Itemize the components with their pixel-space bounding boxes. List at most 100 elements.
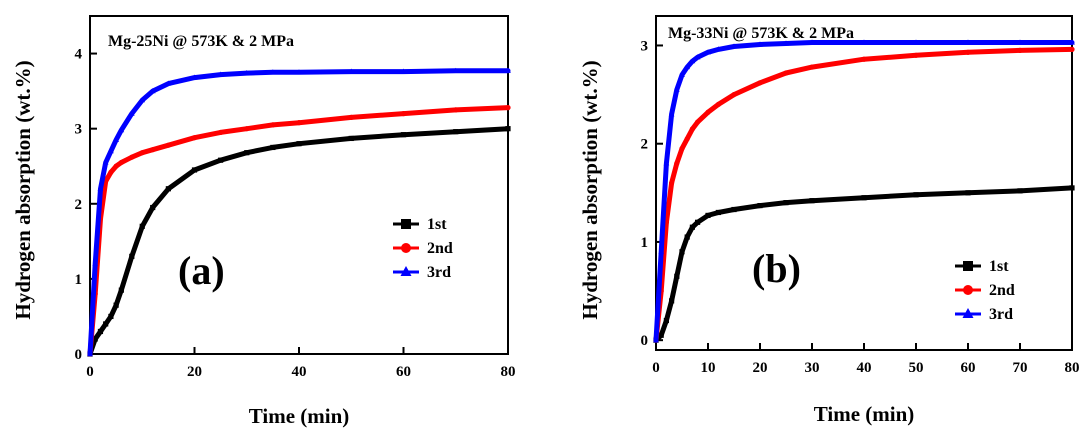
data-point-2nd (965, 49, 971, 55)
data-point-1st (244, 150, 250, 156)
x-tick-label: 60 (961, 360, 976, 376)
data-point-3rd (1017, 39, 1023, 45)
chart-a-x-axis-title: Time (min) (249, 404, 350, 428)
data-point-1st (783, 200, 789, 206)
data-point-1st (731, 206, 737, 213)
chart-a-y-axis-title: Hydrogen absorption (wt.%) (11, 60, 35, 319)
x-tick-label: 80 (501, 364, 516, 380)
data-point-3rd (217, 71, 224, 77)
chart-b-y-axis-title: Hydrogen absorption (wt.%) (578, 60, 602, 319)
y-tick-label: 0 (75, 347, 83, 363)
data-point-2nd (913, 52, 919, 58)
legend-item-3rd: 3rd (393, 264, 451, 281)
x-tick-label: 0 (86, 364, 94, 380)
data-point-2nd (165, 142, 171, 148)
data-point-1st (92, 336, 98, 342)
data-point-1st (669, 298, 675, 304)
chart-a-legend: 1st 2nd 3rd (393, 216, 453, 281)
data-point-2nd (689, 126, 696, 132)
data-point-2nd (861, 56, 867, 62)
data-point-1st (129, 253, 135, 259)
data-point-3rd (705, 49, 711, 55)
legend-marker-1st (401, 219, 411, 229)
chart-a-panel-label: (a) (178, 248, 225, 293)
data-point-3rd (653, 337, 659, 343)
chart-b-legend: 1st 2nd 3rd (955, 258, 1015, 323)
data-point-3rd (128, 110, 135, 116)
legend-marker-3rd (962, 308, 974, 318)
data-point-1st (113, 302, 119, 308)
data-point-2nd (783, 70, 789, 76)
data-point-3rd (118, 127, 125, 133)
data-point-1st (139, 223, 145, 229)
chart-b-title: Mg-33Ni @ 573K & 2 MPa (668, 25, 854, 42)
data-point-1st (684, 234, 690, 240)
data-point-1st (695, 219, 701, 225)
data-point-3rd (861, 39, 867, 45)
legend-label: 3rd (427, 264, 451, 281)
data-point-1st (97, 328, 104, 335)
legend-item-3rd: 3rd (955, 306, 1013, 323)
legend-label: 2nd (427, 240, 453, 257)
data-point-3rd (684, 63, 691, 70)
chart-b-x-axis-title: Time (min) (814, 402, 915, 426)
data-point-2nd (731, 91, 737, 98)
data-point-2nd (1069, 46, 1075, 53)
legend-marker-1st (963, 261, 973, 271)
data-point-3rd (505, 67, 511, 73)
legend-label: 1st (427, 216, 447, 233)
data-point-2nd (674, 160, 680, 166)
data-point-3rd (97, 185, 104, 191)
x-tick-label: 40 (292, 364, 307, 380)
data-point-1st (1069, 185, 1075, 191)
x-tick-label: 30 (805, 360, 820, 376)
data-point-2nd (348, 114, 354, 120)
data-point-3rd (400, 68, 407, 74)
data-point-1st (715, 209, 721, 216)
data-point-2nd (191, 135, 198, 141)
y-tick-label: 2 (641, 137, 649, 153)
data-point-1st (108, 313, 114, 320)
data-point-2nd (270, 122, 276, 128)
chart-a-title: Mg-25Ni @ 573K & 2 MPa (108, 33, 294, 50)
x-tick-label: 40 (857, 360, 872, 376)
data-point-3rd (965, 39, 971, 45)
data-point-3rd (113, 136, 119, 143)
data-point-1st (165, 186, 171, 192)
legend-marker-2nd (401, 243, 411, 253)
data-point-3rd (139, 97, 146, 103)
data-point-2nd (118, 159, 124, 166)
data-point-3rd (809, 39, 815, 45)
data-point-3rd (243, 69, 250, 76)
data-point-2nd (129, 154, 135, 160)
data-point-2nd (715, 101, 722, 108)
y-tick-label: 3 (641, 38, 649, 54)
legend-item-1st: 1st (393, 216, 447, 233)
data-point-2nd (505, 105, 511, 111)
x-tick-label: 80 (1065, 360, 1080, 376)
legend-marker-3rd (400, 266, 412, 276)
y-tick-label: 3 (75, 122, 83, 138)
x-tick-label: 20 (187, 364, 202, 380)
data-point-3rd (694, 54, 701, 60)
data-point-1st (453, 129, 459, 135)
data-point-2nd (139, 150, 145, 156)
data-point-2nd (400, 111, 407, 117)
data-point-3rd (679, 71, 685, 78)
data-point-1st (150, 204, 156, 211)
data-point-3rd (149, 87, 156, 94)
data-point-1st (809, 198, 815, 204)
data-point-3rd (102, 159, 109, 165)
chart-panel-a: 0 20 40 60 80 0 1 2 3 4 Mg-25Ni @ 573K & 2 MPa (a… (11, 15, 516, 428)
data-point-2nd (757, 80, 763, 86)
data-point-3rd (663, 160, 670, 166)
y-tick-label: 4 (75, 47, 83, 63)
data-point-3rd (673, 86, 680, 92)
legend-item-2nd: 2nd (393, 240, 453, 257)
tick-group-b: 0 10 20 30 40 50 60 70 80 0 1 2 3 (641, 38, 1080, 376)
y-tick-label: 1 (641, 235, 649, 251)
data-point-1st (1017, 188, 1023, 194)
data-point-2nd (809, 64, 815, 70)
data-point-3rd (715, 46, 722, 52)
